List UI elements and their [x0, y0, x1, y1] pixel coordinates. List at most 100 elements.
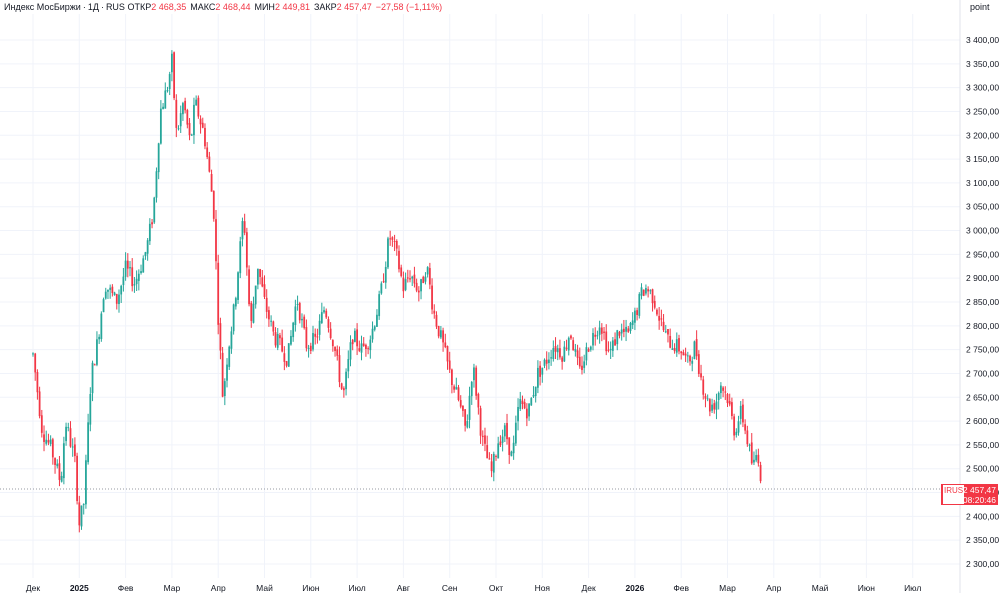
- candle-body: [724, 391, 727, 393]
- time-tick-label: Фев: [118, 583, 134, 593]
- candle-body: [153, 197, 156, 223]
- time-axis[interactable]: Дек 2025 Фев Мар Апр Май Июн Июл Авг Сен Окт Ноя Дек…: [26, 583, 921, 593]
- candle-body: [536, 367, 539, 388]
- candle-body: [175, 99, 178, 128]
- candle-body: [212, 191, 215, 219]
- candle-body: [76, 455, 78, 502]
- candle-body: [402, 277, 405, 292]
- candle-body: [168, 74, 171, 90]
- candle-body: [459, 400, 462, 407]
- candle-body: [353, 330, 356, 342]
- candle-body: [43, 434, 45, 442]
- candle-body: [298, 303, 301, 321]
- timeframe[interactable]: 1Д: [87, 2, 99, 12]
- candle-body: [80, 505, 83, 527]
- candle-body: [442, 330, 444, 343]
- candle-body: [656, 309, 658, 315]
- time-tick-label: Дек: [581, 583, 595, 593]
- candle-body: [686, 355, 689, 357]
- price-tick-label: 2 900,00: [966, 273, 999, 283]
- candle-body: [583, 361, 586, 368]
- candle-body: [89, 393, 92, 425]
- candle-body: [387, 238, 389, 268]
- candle-body: [444, 342, 447, 348]
- time-tick-label: Сен: [442, 583, 458, 593]
- candle-body: [719, 385, 722, 394]
- candle-body: [616, 330, 619, 345]
- candle-body: [292, 322, 295, 338]
- candle-body: [658, 315, 661, 321]
- candle-body: [111, 286, 114, 294]
- candle-body: [78, 502, 81, 526]
- separator-dot: ·: [100, 2, 104, 12]
- close-label: ЗАКР: [313, 2, 337, 12]
- candle-body: [73, 444, 76, 457]
- candle-body: [65, 426, 67, 442]
- price-tick-label: 3 000,00: [966, 226, 999, 236]
- candle-body: [543, 359, 546, 366]
- candle-body: [748, 444, 751, 446]
- candle-body: [69, 428, 72, 447]
- price-tick-label: 2 950,00: [966, 249, 999, 259]
- candle-body: [614, 339, 616, 346]
- candle-body: [713, 403, 716, 410]
- candle-body: [378, 294, 381, 317]
- candle-body: [673, 347, 676, 352]
- symbol-name[interactable]: Индекс МосБиржи: [4, 2, 81, 12]
- candle-body: [640, 287, 643, 296]
- candle-body: [594, 334, 597, 337]
- candle-body: [323, 310, 325, 313]
- candle-body: [508, 437, 511, 455]
- price-tick-label: 2 650,00: [966, 392, 999, 402]
- candle-body: [164, 90, 167, 109]
- candle-body: [179, 113, 182, 127]
- candle-body: [587, 349, 590, 352]
- candle-body: [316, 336, 319, 338]
- candle-body: [274, 332, 277, 346]
- candle-body: [102, 299, 105, 313]
- price-tick-label: 2 600,00: [966, 416, 999, 426]
- candle-body: [492, 453, 495, 473]
- candle-body: [422, 276, 425, 284]
- candle-body: [307, 347, 310, 349]
- candle-body: [404, 279, 407, 290]
- candle-body: [605, 331, 608, 352]
- candle-body: [728, 401, 731, 405]
- candle-body: [484, 435, 486, 444]
- price-tick-label: 3 100,00: [966, 178, 999, 188]
- candle-body: [611, 340, 614, 351]
- candle-body: [135, 278, 138, 285]
- candle-body: [455, 386, 458, 390]
- time-tick-label: Дек: [26, 583, 40, 593]
- candle-body: [400, 267, 403, 276]
- candle-body: [697, 354, 700, 374]
- candle-body: [389, 238, 392, 240]
- candle-body: [693, 341, 696, 360]
- candle-body: [565, 347, 568, 349]
- candle-body: [744, 424, 747, 431]
- candle-body: [131, 267, 134, 287]
- candle-body: [58, 463, 61, 480]
- candle-body: [638, 294, 641, 316]
- candle-body: [140, 271, 142, 274]
- candle-body: [684, 353, 687, 356]
- candle-body: [645, 287, 647, 294]
- open-label: ОТКР: [127, 2, 152, 12]
- candle-body: [349, 342, 352, 360]
- candle-body: [122, 276, 125, 286]
- price-tick-label: 2 550,00: [966, 440, 999, 450]
- candle-body: [272, 321, 275, 332]
- candle-body: [625, 326, 627, 332]
- candle-body: [342, 388, 345, 391]
- candle-body: [708, 399, 711, 412]
- candle-body: [283, 353, 286, 362]
- candle-body: [219, 323, 222, 351]
- candle-body: [382, 281, 385, 283]
- candle-body: [603, 331, 605, 333]
- candle-body: [67, 427, 70, 429]
- candle-body: [622, 328, 625, 333]
- candle-body: [715, 401, 718, 410]
- high-label: МАКС: [190, 2, 216, 12]
- candle-body: [201, 122, 204, 128]
